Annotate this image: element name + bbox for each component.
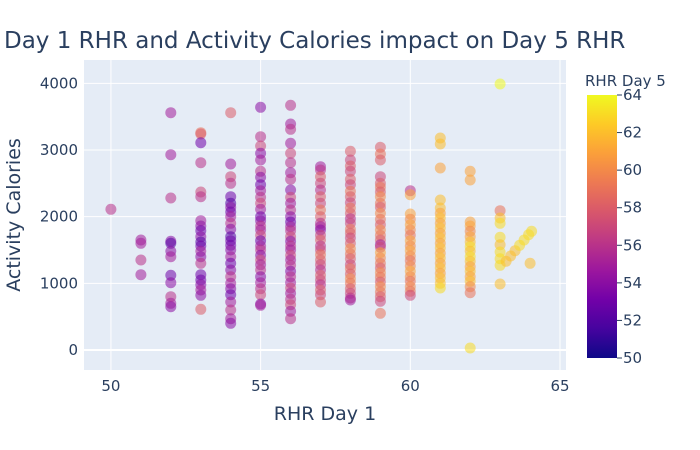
- data-point[interactable]: [315, 296, 326, 308]
- colorbar: RHR Day 5 50 52 54 56 58 60 62 64: [585, 72, 666, 367]
- data-point[interactable]: [434, 162, 446, 174]
- data-point[interactable]: [195, 137, 207, 149]
- data-point[interactable]: [225, 158, 237, 170]
- data-point[interactable]: [494, 217, 506, 229]
- data-point[interactable]: [285, 137, 297, 149]
- data-point[interactable]: [524, 257, 536, 269]
- y-tick-label: 0: [68, 341, 78, 359]
- data-point[interactable]: [434, 282, 446, 294]
- colorbar-tick-label: 60: [623, 161, 642, 179]
- data-point[interactable]: [494, 78, 506, 90]
- data-point[interactable]: [225, 296, 237, 308]
- data-point[interactable]: [105, 203, 117, 215]
- y-tick-label: 3000: [40, 141, 78, 159]
- data-point[interactable]: [165, 107, 177, 119]
- data-points: [105, 78, 538, 354]
- data-point[interactable]: [225, 107, 237, 119]
- colorbar-tick-label: 52: [623, 311, 642, 329]
- colorbar-gradient: [587, 95, 617, 358]
- data-point[interactable]: [255, 299, 267, 311]
- data-point[interactable]: [165, 149, 177, 161]
- data-point[interactable]: [494, 278, 506, 290]
- data-point[interactable]: [255, 131, 267, 143]
- data-point[interactable]: [255, 289, 267, 301]
- colorbar-tick-label: 50: [623, 349, 642, 367]
- x-axis-label: RHR Day 1: [274, 403, 376, 425]
- y-axis-label: Activity Calories: [3, 138, 25, 292]
- x-tick-label: 55: [251, 377, 270, 395]
- data-point[interactable]: [225, 177, 237, 189]
- data-point[interactable]: [404, 189, 416, 201]
- data-point[interactable]: [165, 301, 177, 313]
- data-point[interactable]: [195, 257, 207, 269]
- data-point[interactable]: [404, 289, 416, 301]
- data-point[interactable]: [165, 192, 177, 204]
- y-tick-label: 4000: [40, 74, 78, 92]
- data-point[interactable]: [285, 123, 297, 135]
- x-tick-label: 65: [550, 377, 569, 395]
- data-point[interactable]: [344, 145, 356, 157]
- data-point[interactable]: [165, 237, 177, 249]
- data-point[interactable]: [434, 194, 446, 206]
- colorbar-tick-label: 56: [623, 236, 642, 254]
- y-tick-label: 1000: [40, 274, 78, 292]
- data-point[interactable]: [285, 99, 297, 111]
- data-point[interactable]: [464, 174, 476, 186]
- colorbar-title: RHR Day 5: [585, 72, 666, 90]
- data-point[interactable]: [434, 138, 446, 150]
- data-point[interactable]: [255, 154, 267, 166]
- data-point[interactable]: [195, 303, 207, 315]
- axis-ticks: 50 55 60 65 0 1000 2000 3000 4000: [40, 74, 570, 395]
- colorbar-ticks: 50 52 54 56 58 60 62 64: [617, 86, 642, 367]
- data-point[interactable]: [464, 287, 476, 299]
- data-point[interactable]: [374, 295, 386, 307]
- colorbar-tick-label: 64: [623, 86, 642, 104]
- x-tick-label: 50: [101, 377, 120, 395]
- chart-title: Day 1 RHR and Activity Calories impact o…: [4, 28, 625, 54]
- data-point[interactable]: [285, 157, 297, 169]
- data-point[interactable]: [285, 313, 297, 325]
- data-point[interactable]: [135, 254, 147, 266]
- colorbar-tick-label: 62: [623, 124, 642, 142]
- data-point[interactable]: [464, 165, 476, 177]
- data-point[interactable]: [374, 154, 386, 166]
- data-point[interactable]: [135, 269, 147, 281]
- data-point[interactable]: [464, 342, 476, 354]
- data-point[interactable]: [344, 165, 356, 177]
- data-point[interactable]: [225, 304, 237, 316]
- data-point[interactable]: [285, 147, 297, 159]
- data-point[interactable]: [195, 289, 207, 301]
- y-tick-label: 2000: [40, 208, 78, 226]
- data-point[interactable]: [526, 225, 538, 237]
- colorbar-tick-label: 54: [623, 274, 642, 292]
- data-point[interactable]: [195, 191, 207, 203]
- data-point[interactable]: [285, 173, 297, 185]
- data-point[interactable]: [165, 251, 177, 263]
- data-point[interactable]: [255, 101, 267, 113]
- data-point[interactable]: [374, 307, 386, 319]
- data-point[interactable]: [135, 237, 147, 249]
- data-point[interactable]: [165, 277, 177, 289]
- data-point[interactable]: [195, 157, 207, 169]
- data-point[interactable]: [344, 294, 356, 306]
- x-tick-label: 60: [401, 377, 420, 395]
- data-point[interactable]: [225, 317, 237, 329]
- data-point[interactable]: [195, 128, 207, 140]
- colorbar-tick-label: 58: [623, 199, 642, 217]
